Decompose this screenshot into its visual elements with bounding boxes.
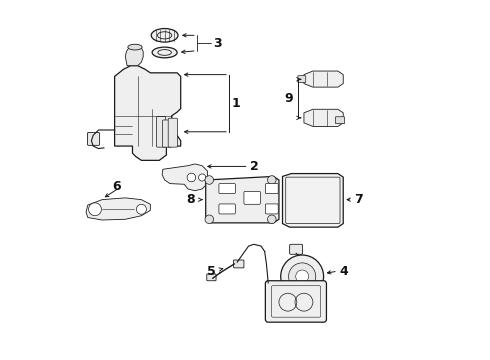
Polygon shape [125, 48, 143, 66]
FancyBboxPatch shape [207, 274, 216, 281]
Text: 2: 2 [250, 160, 259, 173]
FancyBboxPatch shape [335, 117, 344, 123]
FancyBboxPatch shape [266, 184, 278, 194]
FancyBboxPatch shape [290, 244, 302, 254]
FancyBboxPatch shape [298, 76, 306, 82]
Circle shape [205, 215, 214, 224]
FancyBboxPatch shape [234, 260, 244, 268]
Text: 6: 6 [112, 180, 121, 193]
Text: 7: 7 [354, 193, 363, 206]
FancyBboxPatch shape [219, 204, 235, 214]
Text: 4: 4 [340, 265, 348, 278]
FancyBboxPatch shape [156, 116, 166, 147]
Text: 1: 1 [231, 97, 240, 110]
Circle shape [268, 215, 276, 224]
Circle shape [198, 174, 206, 181]
FancyBboxPatch shape [88, 132, 99, 145]
Circle shape [187, 173, 196, 182]
Polygon shape [304, 71, 343, 87]
Polygon shape [86, 198, 150, 220]
Circle shape [89, 203, 101, 216]
Polygon shape [283, 174, 343, 227]
Circle shape [289, 263, 316, 290]
Circle shape [296, 270, 309, 283]
Text: 8: 8 [186, 193, 195, 206]
FancyBboxPatch shape [219, 184, 235, 194]
FancyBboxPatch shape [266, 204, 278, 214]
Text: 5: 5 [207, 265, 216, 278]
Circle shape [281, 255, 323, 298]
FancyBboxPatch shape [266, 281, 326, 322]
Circle shape [205, 176, 214, 184]
Ellipse shape [151, 28, 178, 42]
Ellipse shape [152, 47, 177, 58]
Polygon shape [304, 109, 343, 126]
Ellipse shape [128, 44, 142, 50]
FancyBboxPatch shape [163, 120, 172, 147]
Polygon shape [115, 66, 181, 160]
Text: 3: 3 [213, 37, 221, 50]
FancyBboxPatch shape [244, 192, 260, 204]
Circle shape [268, 176, 276, 184]
Text: 9: 9 [285, 92, 293, 105]
Circle shape [136, 204, 147, 214]
Polygon shape [206, 176, 279, 223]
Polygon shape [162, 164, 207, 191]
FancyBboxPatch shape [168, 118, 177, 147]
